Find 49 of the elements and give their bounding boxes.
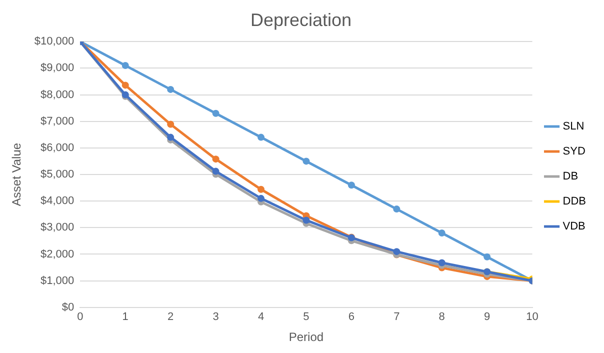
x-tick-label: 3 [212,311,219,324]
x-tick-label: 0 [77,311,84,324]
x-tick-label: 1 [122,311,128,324]
y-tick-label: $10,000 [34,36,74,48]
point [302,158,310,165]
x-tick-label: 9 [484,311,490,324]
y-tick-label: $6,000 [40,142,74,154]
x-tick-label: 6 [348,311,354,324]
legend-label: VDB [562,220,586,233]
x-tick-label: 8 [438,311,445,324]
point [438,259,446,266]
y-tick-label: $0 [62,301,74,314]
y-tick-label: $8,000 [40,88,74,101]
point [122,82,129,89]
legend-label: SYD [562,146,586,158]
y-tick-label: $4,000 [40,195,74,208]
y-tick-label: $9,000 [40,62,74,74]
x-tick-label: 10 [526,311,538,324]
point [122,62,129,70]
point [258,194,265,202]
point [212,110,220,117]
point [258,134,265,141]
point [302,216,310,224]
y-tick-label: $3,000 [40,222,74,234]
x-tick-label: 2 [168,311,174,324]
point [393,248,400,256]
y-tick-label: $2,000 [40,248,74,260]
point [348,182,355,189]
point [212,156,220,163]
point [212,168,220,175]
x-axis-title: Period [288,330,324,344]
legend-label: DB [562,170,578,183]
point [438,229,446,236]
x-tick-label: 7 [394,311,400,324]
point [167,134,174,141]
x-tick-label: 4 [258,311,264,324]
point [258,186,265,193]
point [167,120,174,128]
legend-label: SLN [562,120,584,133]
point [167,86,174,93]
y-tick-label: $1,000 [40,274,74,287]
point [484,253,491,260]
point [393,206,400,213]
legend-label: DDB [562,196,586,208]
y-tick-label: $5,000 [40,168,74,181]
y-axis-title: Asset Value [10,142,24,206]
chart-title: Depreciation [250,10,352,30]
y-tick-label: $7,000 [40,115,74,128]
x-tick-label: 5 [303,311,310,324]
